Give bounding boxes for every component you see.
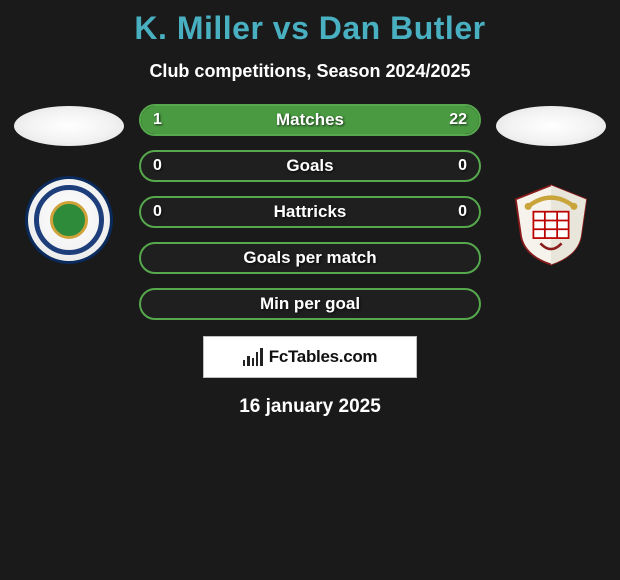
stevenage-crest-icon xyxy=(507,178,595,270)
stat-value-left: 0 xyxy=(153,203,162,221)
stat-bars: 1 Matches 22 0 Goals 0 0 Hattricks 0 Goals per ma… xyxy=(139,104,481,320)
brand-attribution: FcTables.com xyxy=(203,336,417,378)
stat-label: Hattricks xyxy=(274,202,347,222)
club-badge-right xyxy=(503,176,599,272)
stat-value-right: 22 xyxy=(449,111,467,129)
right-player-column xyxy=(491,104,611,272)
stat-label: Min per goal xyxy=(260,294,360,314)
subtitle: Club competitions, Season 2024/2025 xyxy=(0,61,620,82)
player-avatar-right xyxy=(496,106,606,146)
stat-row: 0 Goals 0 xyxy=(139,150,481,182)
brand-text: FcTables.com xyxy=(269,347,378,367)
stat-label: Goals per match xyxy=(243,248,376,268)
club-badge-left xyxy=(25,176,113,264)
stat-value-right: 0 xyxy=(458,157,467,175)
stat-label: Goals xyxy=(286,156,333,176)
stat-value-right: 0 xyxy=(458,203,467,221)
comparison-card: K. Miller vs Dan Butler Club competition… xyxy=(0,0,620,580)
page-title: K. Miller vs Dan Butler xyxy=(0,0,620,47)
player-avatar-left xyxy=(14,106,124,146)
stat-value-left: 1 xyxy=(153,111,162,129)
stat-label: Matches xyxy=(276,110,344,130)
stats-section: 1 Matches 22 0 Goals 0 0 Hattricks 0 Goals per ma… xyxy=(0,104,620,320)
stat-row: Min per goal xyxy=(139,288,481,320)
wigan-tree-icon xyxy=(50,201,88,239)
left-player-column xyxy=(9,104,129,264)
stat-value-left: 0 xyxy=(153,157,162,175)
stat-row: 0 Hattricks 0 xyxy=(139,196,481,228)
snapshot-date: 16 january 2025 xyxy=(0,396,620,418)
chart-bars-icon xyxy=(243,348,263,366)
stat-row: 1 Matches 22 xyxy=(139,104,481,136)
stat-row: Goals per match xyxy=(139,242,481,274)
